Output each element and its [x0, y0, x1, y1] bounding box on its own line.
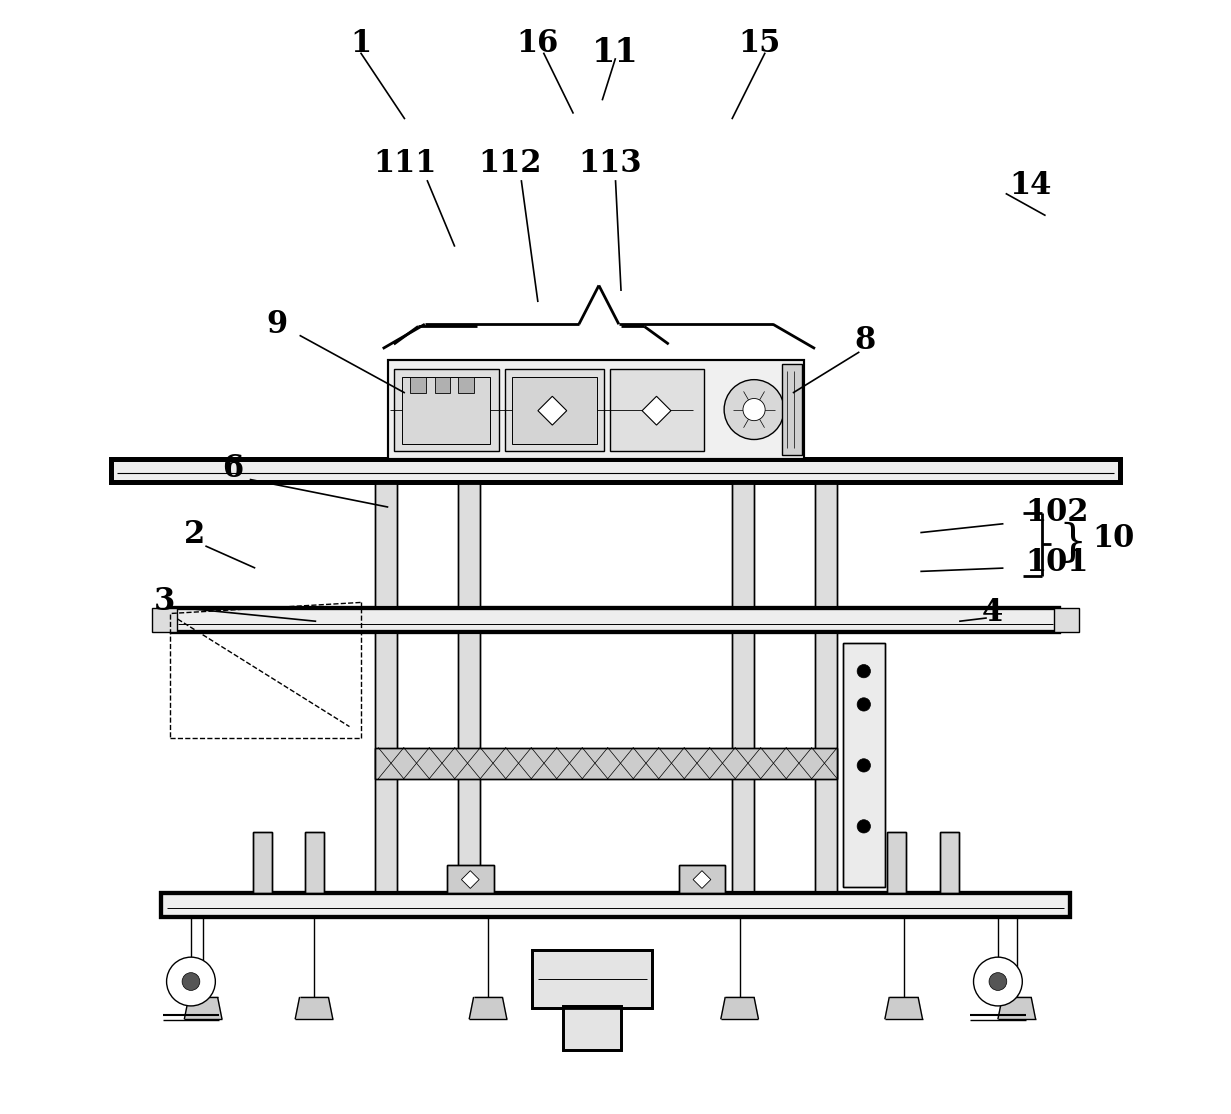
Bar — [375, 633, 398, 892]
Bar — [564, 1006, 622, 1051]
Text: 112: 112 — [479, 148, 542, 179]
Bar — [305, 832, 324, 892]
Bar — [375, 747, 837, 779]
Text: 2: 2 — [183, 519, 204, 550]
Bar — [401, 378, 490, 444]
Bar — [447, 866, 494, 892]
Text: 1: 1 — [350, 28, 371, 59]
Bar — [375, 633, 398, 892]
Bar — [888, 832, 906, 892]
Bar — [153, 608, 176, 633]
Text: 4: 4 — [982, 597, 1003, 628]
Bar — [732, 481, 755, 608]
Bar — [388, 360, 804, 459]
Bar — [678, 866, 725, 892]
Bar — [394, 369, 499, 450]
Text: 8: 8 — [854, 325, 875, 356]
Bar — [375, 481, 398, 608]
Bar — [815, 633, 837, 892]
Bar — [815, 481, 837, 608]
Bar — [375, 481, 398, 608]
Text: 15: 15 — [739, 28, 780, 59]
Bar — [458, 481, 480, 608]
Bar — [782, 364, 801, 455]
Bar — [254, 832, 272, 892]
Bar — [172, 608, 1059, 633]
Text: 14: 14 — [1009, 170, 1051, 202]
Text: }: } — [1059, 522, 1087, 565]
Bar — [732, 633, 755, 892]
Circle shape — [857, 697, 870, 711]
Text: 111: 111 — [373, 148, 437, 179]
Text: 9: 9 — [267, 309, 288, 340]
Bar — [111, 459, 1120, 481]
Text: 11: 11 — [592, 36, 639, 69]
Bar — [458, 633, 480, 892]
Bar — [815, 633, 837, 892]
Bar — [458, 378, 474, 393]
Polygon shape — [295, 997, 332, 1019]
Text: 101: 101 — [1025, 547, 1089, 578]
Text: 102: 102 — [1025, 497, 1089, 528]
Bar — [678, 866, 725, 892]
Bar — [447, 866, 494, 892]
Bar — [843, 644, 885, 888]
Circle shape — [988, 973, 1007, 990]
Polygon shape — [721, 997, 758, 1019]
Bar — [254, 832, 272, 892]
Bar — [609, 369, 704, 450]
Polygon shape — [998, 997, 1035, 1019]
Bar — [161, 892, 1070, 917]
Text: 10: 10 — [1092, 522, 1135, 554]
Bar — [532, 950, 652, 1008]
Circle shape — [974, 957, 1022, 1006]
Bar — [888, 832, 906, 892]
Bar — [512, 378, 597, 444]
Bar — [458, 481, 480, 608]
Bar — [505, 369, 604, 450]
Polygon shape — [643, 397, 671, 426]
Bar — [815, 481, 837, 608]
Bar — [305, 832, 324, 892]
Bar — [940, 832, 959, 892]
Bar — [532, 950, 652, 1008]
Bar — [458, 633, 480, 892]
Bar — [732, 481, 755, 608]
Circle shape — [744, 399, 766, 421]
Bar — [161, 892, 1070, 917]
Circle shape — [182, 973, 199, 990]
Text: 3: 3 — [154, 586, 175, 617]
Bar — [435, 378, 451, 393]
Polygon shape — [885, 997, 922, 1019]
Bar — [1055, 608, 1078, 633]
Bar — [940, 832, 959, 892]
Bar — [111, 459, 1120, 481]
Bar — [388, 360, 804, 459]
Text: 6: 6 — [223, 452, 244, 483]
Circle shape — [166, 957, 215, 1006]
Bar — [410, 378, 426, 393]
Text: 113: 113 — [579, 148, 641, 179]
Circle shape — [857, 820, 870, 833]
Text: 16: 16 — [517, 28, 559, 59]
Circle shape — [724, 380, 784, 440]
Bar — [564, 1006, 622, 1051]
Bar — [172, 608, 1059, 633]
Circle shape — [857, 665, 870, 677]
Polygon shape — [469, 997, 507, 1019]
Bar — [375, 747, 837, 779]
Polygon shape — [462, 871, 479, 889]
Polygon shape — [538, 397, 566, 426]
Circle shape — [857, 759, 870, 772]
Polygon shape — [185, 997, 222, 1019]
Bar — [732, 633, 755, 892]
Bar — [843, 644, 885, 888]
Polygon shape — [693, 871, 710, 889]
